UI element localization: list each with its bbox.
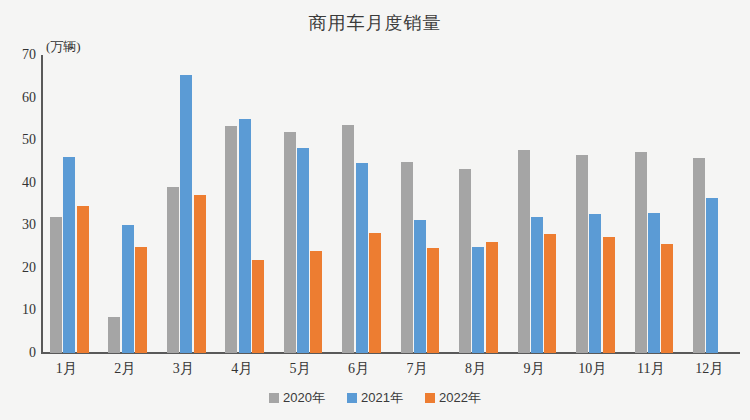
bar-2022年-4月 — [252, 260, 264, 353]
bar-2021年-4月 — [239, 119, 251, 353]
bar-2021年-6月 — [356, 163, 368, 353]
legend-item-2021年: 2021年 — [347, 389, 403, 407]
legend-label: 2022年 — [439, 389, 481, 407]
bar-2022年-1月 — [77, 206, 89, 353]
bar-2022年-5月 — [310, 251, 322, 353]
bar-2021年-12月 — [706, 198, 718, 353]
x-tick-label-9月: 9月 — [512, 360, 556, 378]
bar-2021年-9月 — [531, 217, 543, 353]
legend-swatch-icon — [425, 393, 435, 403]
y-tick-label-10: 10 — [6, 302, 36, 318]
y-tick-label-40: 40 — [6, 175, 36, 191]
x-tick-label-1月: 1月 — [44, 360, 88, 378]
bar-2021年-7月 — [414, 220, 426, 353]
x-tick-label-6月: 6月 — [337, 360, 381, 378]
bar-2021年-1月 — [63, 157, 75, 353]
y-axis-line — [41, 55, 43, 354]
bar-2021年-11月 — [648, 213, 660, 353]
chart-title: 商用车月度销量 — [0, 11, 750, 35]
bar-2020年-4月 — [225, 126, 237, 353]
bar-2020年-12月 — [693, 158, 705, 353]
x-tick-label-10月: 10月 — [570, 360, 614, 378]
bar-2022年-2月 — [135, 247, 147, 353]
y-tick-label-30: 30 — [6, 217, 36, 233]
y-tick-label-20: 20 — [6, 260, 36, 276]
bar-2022年-8月 — [486, 242, 498, 353]
bar-2020年-10月 — [576, 155, 588, 353]
bar-2021年-2月 — [122, 225, 134, 353]
x-tick-label-5月: 5月 — [278, 360, 322, 378]
x-tick-label-4月: 4月 — [220, 360, 264, 378]
y-tick-label-0: 0 — [6, 345, 36, 361]
bar-2021年-10月 — [589, 214, 601, 353]
bar-2022年-7月 — [427, 248, 439, 353]
legend-item-2022年: 2022年 — [425, 389, 481, 407]
bar-2020年-2月 — [108, 317, 120, 353]
x-tick-label-11月: 11月 — [629, 360, 673, 378]
y-tick-label-70: 70 — [6, 47, 36, 63]
bar-2021年-3月 — [180, 75, 192, 353]
bar-2020年-9月 — [518, 150, 530, 353]
bar-2020年-5月 — [284, 132, 296, 353]
bar-2020年-3月 — [167, 187, 179, 353]
bar-2022年-3月 — [194, 195, 206, 353]
y-tick-label-50: 50 — [6, 132, 36, 148]
bar-2020年-7月 — [401, 162, 413, 353]
y-axis-unit-label: (万辆) — [46, 38, 81, 56]
chart-page: 商用车月度销量 (万辆) 0 10 20 30 40 50 60 70 1月 2月 3月 4月 5月 6… — [0, 0, 750, 420]
bar-2021年-8月 — [472, 247, 484, 353]
x-tick-label-2月: 2月 — [103, 360, 147, 378]
bar-2021年-5月 — [297, 148, 309, 353]
legend-label: 2021年 — [361, 389, 403, 407]
bar-2020年-8月 — [459, 169, 471, 353]
legend-item-2020年: 2020年 — [269, 389, 325, 407]
x-tick-label-3月: 3月 — [161, 360, 205, 378]
bar-2022年-9月 — [544, 234, 556, 353]
x-tick-label-8月: 8月 — [453, 360, 497, 378]
bar-2020年-11月 — [635, 152, 647, 353]
bar-2020年-6月 — [342, 125, 354, 353]
bar-2022年-6月 — [369, 233, 381, 353]
bar-2022年-10月 — [603, 237, 615, 353]
bar-2020年-1月 — [50, 217, 62, 353]
legend-label: 2020年 — [283, 389, 325, 407]
legend-swatch-icon — [347, 393, 357, 403]
legend-swatch-icon — [269, 393, 279, 403]
y-tick-label-60: 60 — [6, 90, 36, 106]
bar-2022年-11月 — [661, 244, 673, 353]
x-tick-label-7月: 7月 — [395, 360, 439, 378]
x-tick-label-12月: 12月 — [687, 360, 731, 378]
legend: 2020年 2021年 2022年 — [0, 389, 750, 407]
